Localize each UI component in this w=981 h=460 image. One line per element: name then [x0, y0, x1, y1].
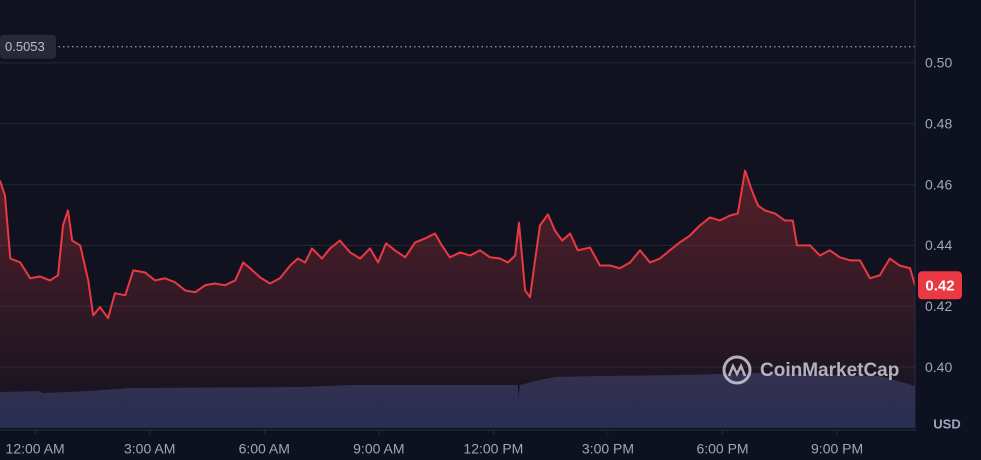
y-tick-label: 0.46 — [925, 176, 952, 192]
price-line — [0, 169, 916, 320]
x-tick-label: 9:00 AM — [353, 441, 404, 457]
y-tick-label: 0.40 — [925, 359, 952, 375]
x-tick-label: 6:00 PM — [696, 441, 748, 457]
y-tick-label: 0.48 — [925, 115, 952, 131]
reference-label: 0.5053 — [5, 39, 45, 54]
x-tick-label: 6:00 AM — [239, 441, 290, 457]
watermark-text: CoinMarketCap — [760, 360, 899, 381]
x-tick-label: 3:00 PM — [582, 441, 634, 457]
plot — [0, 46, 916, 428]
current-price-badge — [918, 271, 962, 300]
y-tick-label: 0.42 — [925, 298, 952, 314]
watermark: CoinMarketCap — [722, 355, 899, 385]
price-area — [0, 170, 915, 428]
y-tick-label: 0.50 — [925, 55, 952, 71]
x-tick-label: 3:00 AM — [124, 441, 175, 457]
y-axis-unit: USD — [933, 416, 960, 431]
x-tick-label: 12:00 PM — [463, 441, 523, 457]
y-tick-label: 0.44 — [925, 237, 952, 253]
current-price-label: 0.42 — [925, 277, 954, 294]
x-tick-label: 9:00 PM — [811, 441, 863, 457]
x-tick-label: 12:00 AM — [6, 441, 65, 457]
watermark-logo — [722, 355, 752, 385]
watermark-logo-mark — [727, 362, 747, 377]
reference-label-box — [0, 34, 56, 59]
